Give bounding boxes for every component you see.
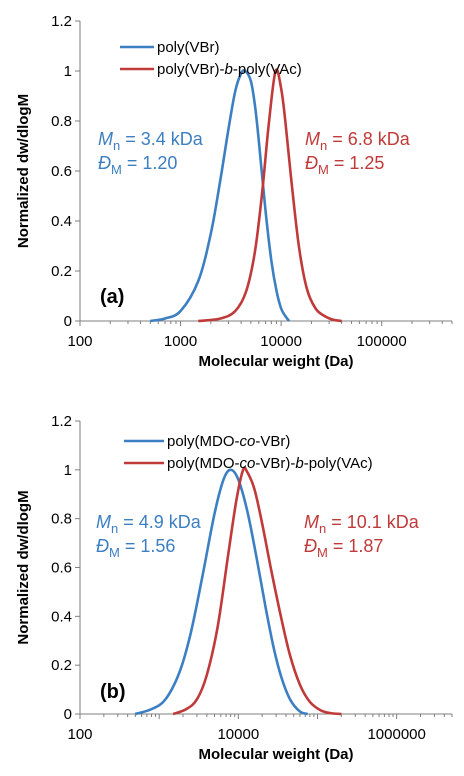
series-line-1 bbox=[134, 468, 309, 716]
legend-label-1: poly(MDO-co-VBr) bbox=[167, 433, 290, 450]
annotation-red-dispersity: ĐM = 1.87 bbox=[304, 536, 383, 560]
annotation-red-mn: Mn = 6.8 kDa bbox=[305, 129, 411, 153]
y-tick-label: 1.2 bbox=[51, 413, 72, 430]
y-tick-label: 1 bbox=[64, 462, 72, 479]
y-tick-label: 0 bbox=[64, 706, 72, 723]
annotation-blue-dispersity: ĐM = 1.56 bbox=[96, 536, 175, 560]
annotation-red-dispersity: ĐM = 1.25 bbox=[305, 153, 384, 177]
annotation-blue-mn: Mn = 3.4 kDa bbox=[98, 129, 204, 153]
x-tick-label: 1000 bbox=[164, 333, 197, 350]
series-line-2 bbox=[172, 466, 342, 716]
annotation-blue-dispersity: ĐM = 1.20 bbox=[98, 153, 177, 177]
legend-label-2: poly(MDO-co-VBr)-b-poly(VAc) bbox=[167, 455, 373, 472]
y-tick-label: 0.4 bbox=[51, 213, 72, 230]
y-tick-label: 0.4 bbox=[51, 608, 72, 625]
annotation-blue-mn: Mn = 4.9 kDa bbox=[96, 512, 202, 536]
series-line-1 bbox=[150, 69, 291, 323]
legend-label-2: poly(VBr)-b-poly(VAc) bbox=[157, 61, 302, 78]
x-tick-label: 100000 bbox=[357, 333, 407, 350]
panel-label: (a) bbox=[100, 286, 124, 308]
y-tick-label: 0.8 bbox=[51, 511, 72, 528]
x-axis-label: Molecular weight (Da) bbox=[198, 746, 353, 763]
x-tick-label: 100 bbox=[67, 726, 92, 743]
panel-label: (b) bbox=[100, 681, 126, 703]
series-line-2 bbox=[198, 68, 342, 323]
y-tick-label: 0 bbox=[64, 313, 72, 330]
annotation-red-mn: Mn = 10.1 kDa bbox=[304, 512, 420, 536]
chart-panel-b: 0 0.2 0.4 0.6 0.8 1 1.2 100 10000 1000000 Molecula… bbox=[15, 413, 453, 763]
y-tick-label: 1.2 bbox=[51, 13, 72, 30]
y-axis-label: Normalized dw/dlogM bbox=[15, 94, 32, 248]
x-tick-label: 100 bbox=[67, 333, 92, 350]
y-tick-label: 0.8 bbox=[51, 113, 72, 130]
y-tick-label: 0.6 bbox=[51, 163, 72, 180]
y-axis-label: Normalized dw/dlogM bbox=[15, 490, 32, 644]
legend-label-1: poly(VBr) bbox=[157, 39, 220, 56]
x-tick-label: 10000 bbox=[217, 726, 259, 743]
x-tick-label: 10000 bbox=[260, 333, 302, 350]
x-axis-label: Molecular weight (Da) bbox=[198, 353, 353, 370]
y-tick-label: 0.2 bbox=[51, 657, 72, 674]
x-tick-label: 1000000 bbox=[367, 726, 425, 743]
y-tick-label: 1 bbox=[64, 63, 72, 80]
y-tick-label: 0.6 bbox=[51, 560, 72, 577]
chart-panel-a: 0 0.2 0.4 0.6 0.8 1 1.2 100 1000 10000 100000Molec… bbox=[15, 13, 453, 370]
y-tick-label: 0.2 bbox=[51, 263, 72, 280]
